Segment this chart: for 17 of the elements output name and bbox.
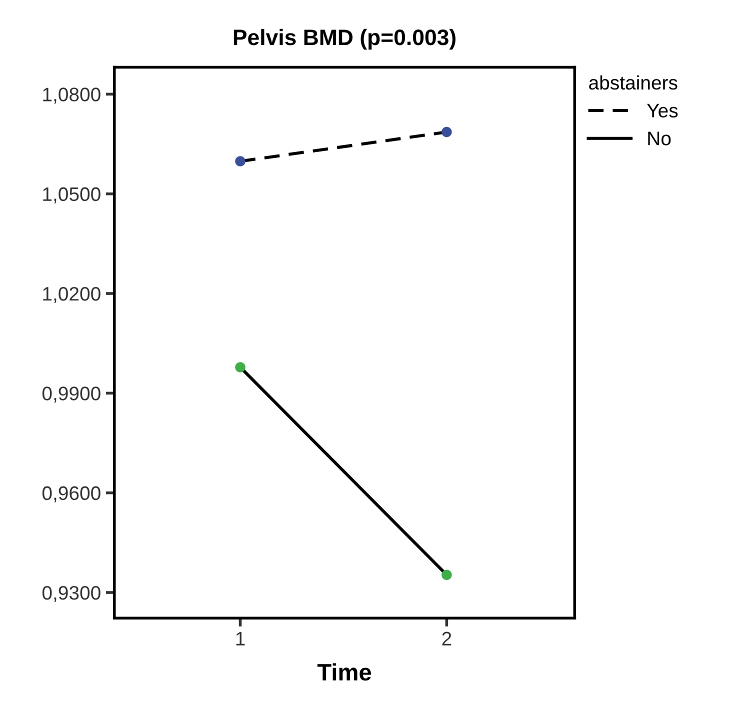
legend-label: Yes	[647, 104, 678, 118]
chart-title: Pelvis BMD (p=0.003)	[234, 28, 456, 50]
y-tick-label: 1,0500	[43, 187, 100, 204]
point	[235, 362, 246, 372]
y-tick-label: 0,9300	[42, 586, 100, 602]
y-tick-label: 1,0200	[43, 286, 100, 304]
y-tick-label: 0,9900	[42, 386, 100, 403]
point	[235, 156, 246, 166]
point	[442, 570, 452, 580]
x-tick-label: 2	[442, 632, 452, 646]
y-tick-label: 1,0800	[43, 88, 100, 104]
legend-title: abstainers	[589, 75, 678, 90]
y-tick-label: 0,9600	[42, 486, 100, 502]
x-axis-title: Time	[317, 663, 372, 681]
x-tick-label: 1	[236, 632, 245, 646]
legend-label: No	[648, 132, 671, 146]
point	[442, 126, 452, 138]
